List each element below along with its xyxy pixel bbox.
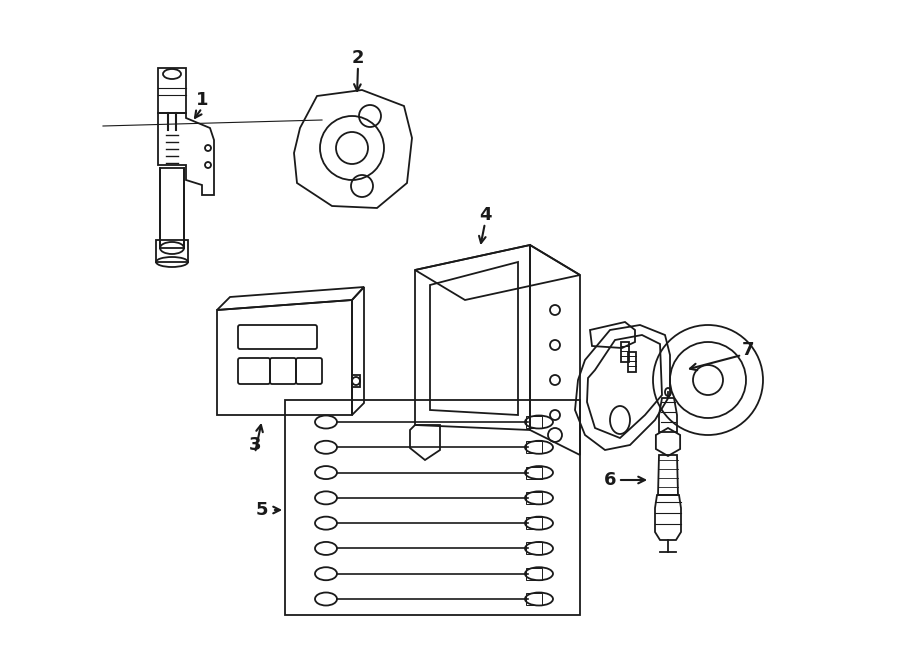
Bar [285,400,580,615]
Text: 4: 4 [479,206,491,224]
Bar [621,342,629,362]
Bar [628,352,636,372]
Text: 5: 5 [256,501,268,519]
Bar [526,492,542,504]
Text: 3: 3 [248,436,261,454]
Bar [158,68,186,113]
Bar [526,467,542,479]
Bar [526,442,542,453]
Bar [526,416,542,428]
Bar [156,240,188,262]
Bar [160,168,184,248]
Text: 6: 6 [604,471,617,489]
Ellipse shape [665,388,671,396]
Bar [526,568,542,580]
Text: 1: 1 [196,91,208,109]
Text: 2: 2 [352,49,365,67]
Bar [526,593,542,605]
Bar [526,517,542,529]
Bar [526,543,542,555]
Text: 7: 7 [742,341,754,359]
